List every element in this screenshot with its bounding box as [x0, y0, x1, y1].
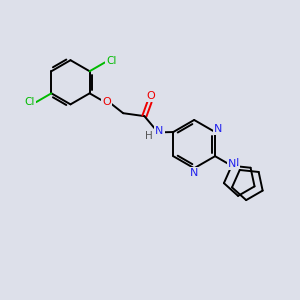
Text: N: N [214, 124, 222, 134]
Text: O: O [147, 91, 155, 101]
Text: O: O [102, 97, 111, 107]
Text: N: N [228, 159, 236, 169]
Text: N: N [231, 158, 239, 168]
Text: Cl: Cl [106, 56, 117, 66]
Text: H: H [145, 131, 152, 141]
Text: N: N [155, 126, 164, 136]
Text: Cl: Cl [24, 97, 35, 107]
Text: N: N [190, 168, 198, 178]
